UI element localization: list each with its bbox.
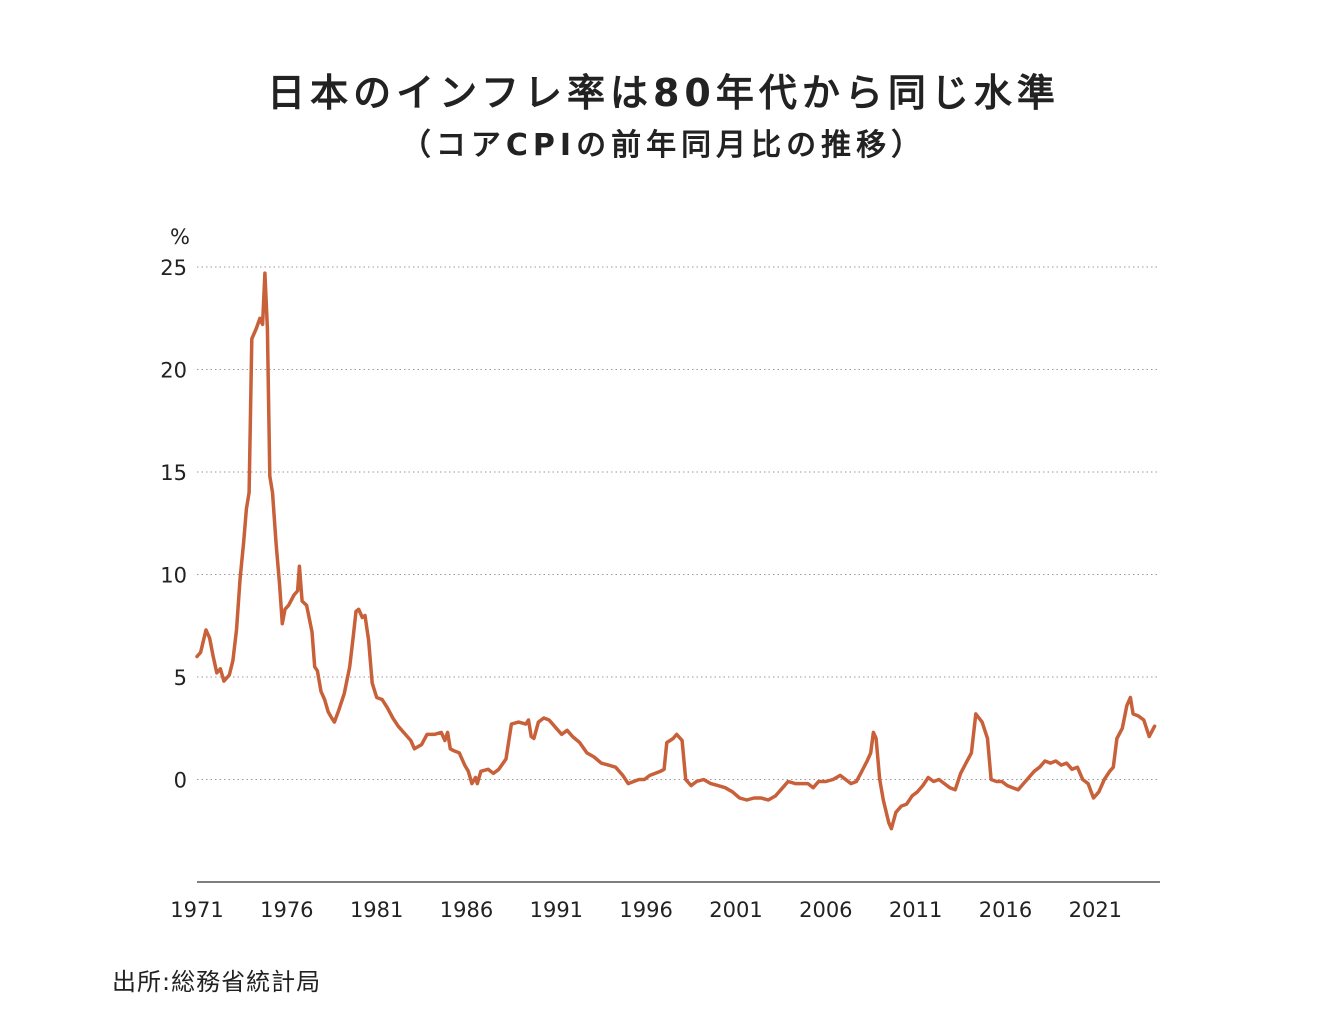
y-tick-label: 20 xyxy=(160,359,187,383)
x-tick-label: 1996 xyxy=(619,898,672,922)
y-axis-unit-label: % xyxy=(170,225,190,249)
x-tick-label: 1976 xyxy=(260,898,313,922)
y-tick-label: 15 xyxy=(160,461,187,485)
y-tick-label: 10 xyxy=(160,564,187,588)
chart-title: 日本のインフレ率は80年代から同じ水準 xyxy=(267,71,1060,115)
x-tick-label: 1971 xyxy=(170,898,223,922)
x-tick-label: 1991 xyxy=(530,898,583,922)
x-tick-label: 1981 xyxy=(350,898,403,922)
x-tick-label: 2001 xyxy=(709,898,762,922)
x-tick-label: 2021 xyxy=(1069,898,1122,922)
chart-subtitle: （コアCPIの前年同月比の推移） xyxy=(400,128,927,163)
y-tick-label: 5 xyxy=(174,666,187,690)
x-tick-label: 2006 xyxy=(799,898,852,922)
series-line xyxy=(195,271,1157,831)
y-axis-ticks: 25 20 15 10 5 0 xyxy=(160,256,187,793)
y-tick-label: 0 xyxy=(174,769,187,793)
source-note: 出所:総務省統計局 xyxy=(112,968,322,996)
grid-lines xyxy=(197,266,1160,780)
x-tick-label: 2011 xyxy=(889,898,942,922)
x-tick-label: 2016 xyxy=(979,898,1032,922)
x-axis-ticks: 1971 1976 1981 1986 1991 1996 2001 2006 2011 2016… xyxy=(170,898,1122,922)
x-tick-label: 1986 xyxy=(440,898,493,922)
y-tick-label: 25 xyxy=(160,256,187,280)
